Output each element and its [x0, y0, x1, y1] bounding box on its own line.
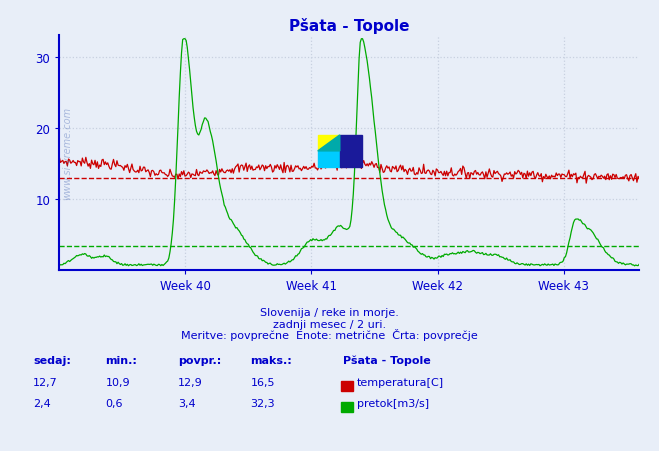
Text: pretok[m3/s]: pretok[m3/s] [357, 398, 429, 408]
Bar [340, 136, 362, 168]
Text: 10,9: 10,9 [105, 377, 130, 387]
Text: 32,3: 32,3 [250, 398, 275, 408]
Text: temperatura[C]: temperatura[C] [357, 377, 444, 387]
Text: Meritve: povprečne  Enote: metrične  Črta: povprečje: Meritve: povprečne Enote: metrične Črta:… [181, 328, 478, 340]
Text: 16,5: 16,5 [250, 377, 275, 387]
Bar [318, 152, 340, 168]
Text: povpr.:: povpr.: [178, 355, 221, 365]
Text: 0,6: 0,6 [105, 398, 123, 408]
Text: 3,4: 3,4 [178, 398, 196, 408]
Text: maks.:: maks.: [250, 355, 292, 365]
Text: 12,7: 12,7 [33, 377, 58, 387]
Text: min.:: min.: [105, 355, 137, 365]
Polygon shape [318, 136, 340, 152]
Text: Pšata - Topole: Pšata - Topole [343, 354, 430, 365]
Text: Slovenija / reke in morje.: Slovenija / reke in morje. [260, 308, 399, 318]
Bar [318, 136, 340, 152]
Text: 12,9: 12,9 [178, 377, 203, 387]
Text: 2,4: 2,4 [33, 398, 51, 408]
Text: www.si-vreme.com: www.si-vreme.com [62, 107, 72, 200]
Text: zadnji mesec / 2 uri.: zadnji mesec / 2 uri. [273, 319, 386, 329]
Text: sedaj:: sedaj: [33, 355, 71, 365]
Title: Pšata - Topole: Pšata - Topole [289, 18, 409, 33]
